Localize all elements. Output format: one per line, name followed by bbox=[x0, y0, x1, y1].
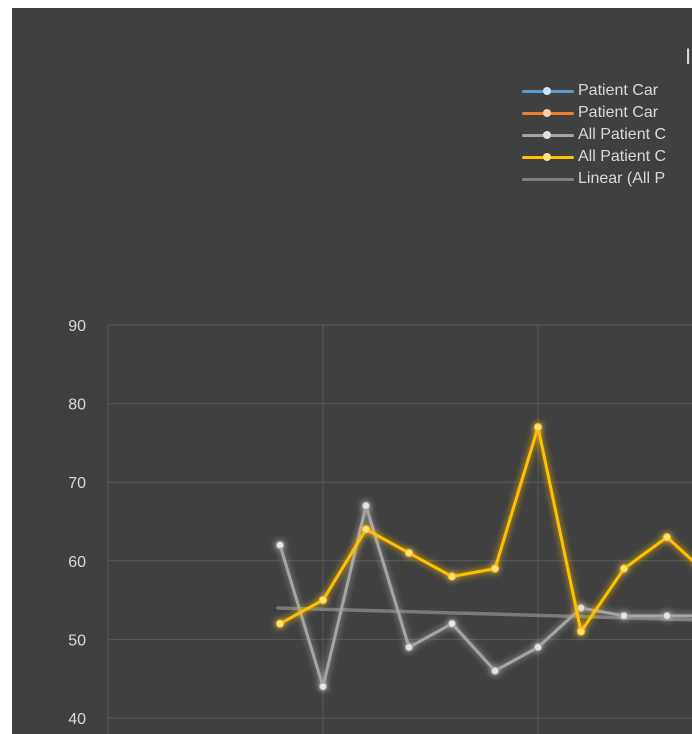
y-tick-label: 40 bbox=[68, 711, 86, 728]
legend-label: Linear (All P bbox=[578, 170, 666, 187]
y-tick-label: 90 bbox=[68, 318, 86, 335]
data-point bbox=[404, 548, 414, 558]
data-point bbox=[404, 643, 414, 652]
legend-swatch bbox=[520, 150, 576, 164]
legend: Patient Car Patient Car All Patient C All P… bbox=[520, 80, 666, 190]
data-point bbox=[447, 619, 457, 628]
legend-item: Patient Car bbox=[520, 80, 666, 102]
data-point bbox=[619, 611, 629, 620]
y-tick-label: 50 bbox=[68, 632, 86, 649]
series-group bbox=[275, 501, 692, 691]
y-tick-label: 60 bbox=[68, 554, 86, 571]
data-point bbox=[576, 627, 586, 636]
legend-swatch bbox=[520, 106, 576, 120]
data-point bbox=[533, 643, 543, 652]
data-point bbox=[447, 572, 457, 581]
data-point bbox=[490, 666, 500, 675]
data-point bbox=[318, 596, 328, 605]
legend-label: All Patient C bbox=[578, 126, 667, 143]
legend-swatch bbox=[520, 172, 576, 186]
legend-label: Patient Car bbox=[578, 104, 659, 121]
data-point bbox=[662, 611, 672, 620]
data-point bbox=[576, 603, 586, 613]
y-tick-label: 80 bbox=[68, 397, 86, 414]
legend-item: Patient Car bbox=[520, 102, 666, 124]
series-line bbox=[279, 425, 692, 634]
data-point bbox=[662, 533, 672, 542]
data-point bbox=[490, 564, 500, 573]
y-tick-label: 70 bbox=[68, 475, 86, 492]
data-point bbox=[275, 540, 285, 550]
data-point bbox=[275, 619, 285, 628]
legend-label: All Patient C bbox=[578, 148, 667, 165]
legend-item: All Patient C bbox=[520, 124, 666, 146]
legend-item: Linear (All P bbox=[520, 168, 666, 190]
legend-item: All Patient C bbox=[520, 146, 666, 168]
series-line bbox=[278, 504, 692, 689]
data-point bbox=[361, 525, 371, 534]
legend-label: Patient Car bbox=[578, 82, 659, 99]
data-point bbox=[533, 423, 543, 432]
chart-title: I bbox=[685, 44, 692, 69]
legend-swatch bbox=[520, 128, 576, 142]
data-point bbox=[318, 682, 328, 691]
data-point bbox=[361, 501, 371, 510]
series-group bbox=[275, 423, 692, 636]
chart-area: I Patient Car Patient Car All Patient C All… bbox=[12, 8, 692, 734]
legend-swatch bbox=[520, 84, 576, 98]
data-point bbox=[619, 564, 629, 573]
